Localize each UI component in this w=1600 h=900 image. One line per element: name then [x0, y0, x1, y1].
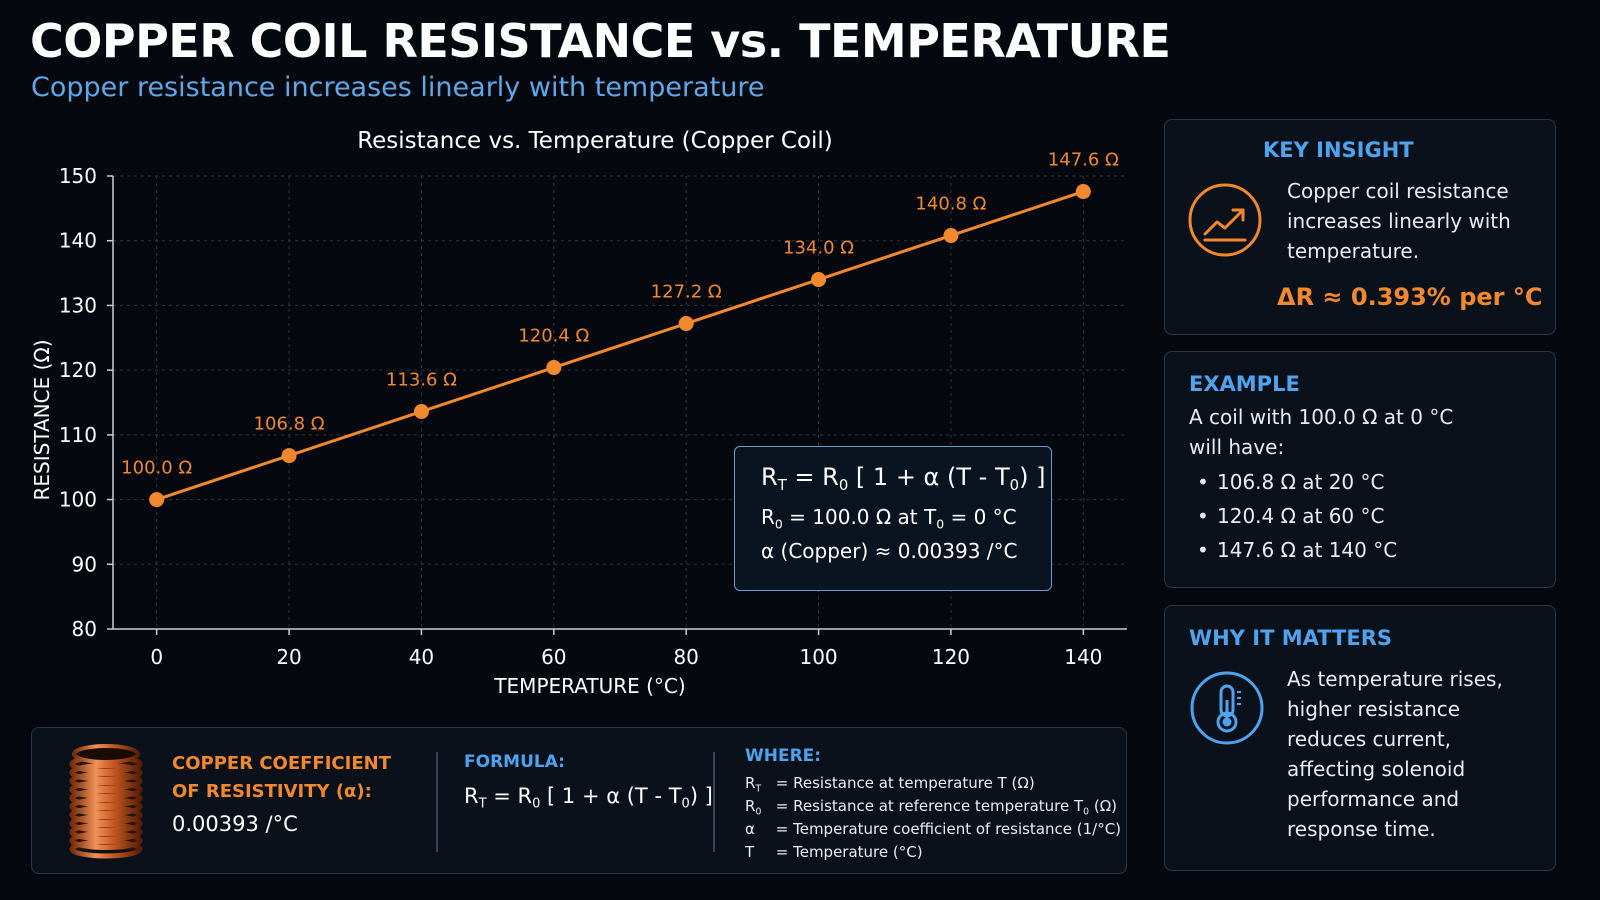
data-label: 127.2 Ω [651, 282, 722, 303]
data-point [546, 360, 562, 376]
y-tick-label: 80 [72, 617, 97, 641]
where-row: R0 = Resistance at reference temperature… [745, 797, 1118, 818]
formula-main: RT = R0 [ 1 + α (T - T0) ] [761, 463, 1046, 495]
data-label: 147.6 Ω [1048, 150, 1119, 171]
x-tick-label: 120 [932, 645, 970, 669]
data-point [943, 228, 959, 244]
example-item: • 120.4 Ω at 60 °C [1197, 504, 1385, 528]
example-intro: A coil with 100.0 Ω at 0 °C will have: [1189, 405, 1454, 459]
why-it-matters-heading: WHY IT MATTERS [1189, 626, 1392, 650]
key-insight-highlight: ΔR ≈ 0.393% per °C [1277, 283, 1543, 311]
data-label: 134.0 Ω [783, 238, 854, 259]
example-card: EXAMPLE A coil with 100.0 Ω at 0 °C will… [1164, 351, 1556, 588]
where-row: RT = Resistance at temperature T (Ω) [745, 774, 1035, 795]
formula-alpha: α (Copper) ≈ 0.00393 /°C [761, 539, 1018, 563]
x-tick-label: 60 [541, 645, 566, 669]
x-tick-label: 140 [1064, 645, 1102, 669]
x-tick-label: 0 [150, 645, 163, 669]
x-tick-label: 40 [409, 645, 434, 669]
key-insight-heading: KEY INSIGHT [1263, 138, 1414, 162]
data-label: 120.4 Ω [518, 326, 589, 347]
coefficient-heading: COPPER COEFFICIENT OF RESISTIVITY (α): [172, 753, 391, 802]
data-point [678, 316, 694, 332]
coefficient-value: 0.00393 /°C [172, 812, 298, 836]
y-tick-label: 150 [59, 164, 97, 188]
where-row: T = Temperature (°C) [745, 843, 923, 861]
data-label: 106.8 Ω [254, 414, 325, 435]
bottom-panel: COPPER COEFFICIENT OF RESISTIVITY (α): 0… [31, 727, 1127, 874]
copper-coil-icon [69, 744, 143, 859]
y-tick-label: 120 [59, 358, 97, 382]
trend-up-icon [1188, 183, 1262, 257]
why-it-matters-card: WHY IT MATTERS As temperature rises, hig… [1164, 605, 1556, 871]
data-label: 100.0 Ω [121, 458, 192, 479]
y-tick-label: 90 [72, 552, 97, 576]
y-axis-label: RESISTANCE (Ω) [30, 340, 54, 501]
key-insight-text: Copper coil resistance increases linearl… [1287, 179, 1511, 263]
data-label: 113.6 Ω [386, 370, 457, 391]
data-label: 140.8 Ω [915, 194, 986, 215]
y-tick-label: 140 [59, 229, 97, 253]
example-item: • 106.8 Ω at 20 °C [1197, 470, 1385, 494]
bullet-icon: • [1197, 470, 1209, 494]
key-insight-card: KEY INSIGHT Copper coil resistance incre… [1164, 119, 1556, 335]
bullet-icon: • [1197, 538, 1209, 562]
data-point [281, 448, 297, 464]
divider [436, 752, 438, 852]
y-tick-label: 100 [59, 488, 97, 512]
series-line [156, 190, 1084, 501]
formula-heading: FORMULA: [464, 752, 565, 772]
divider [713, 752, 715, 852]
x-tick-label: 20 [276, 645, 301, 669]
data-point [811, 272, 827, 288]
x-tick-label: 80 [673, 645, 698, 669]
x-tick-label: 100 [799, 645, 837, 669]
y-tick-label: 110 [59, 423, 97, 447]
data-point [413, 404, 429, 420]
example-list: • 106.8 Ω at 20 °C • 120.4 Ω at 60 °C • 147.6… [1197, 470, 1397, 572]
formula-reference: R0 = 100.0 Ω at T0 = 0 °C [761, 505, 1017, 532]
formula-text: RT = R0 [ 1 + α (T - T0) ] [464, 784, 713, 812]
thermometer-icon [1190, 671, 1264, 745]
why-it-matters-text: As temperature rises, higher resistance … [1287, 667, 1503, 841]
formula-box: RT = R0 [ 1 + α (T - T0) ] R0 = 100.0 Ω … [734, 446, 1052, 591]
data-point [1075, 184, 1091, 200]
resistance-temperature-chart: Resistance vs. Temperature (Copper Coil)… [30, 128, 1127, 698]
y-tick-label: 130 [59, 293, 97, 317]
data-point [149, 492, 165, 508]
x-axis-label: TEMPERATURE (°C) [493, 674, 685, 698]
where-heading: WHERE: [745, 746, 822, 766]
where-row: α = Temperature coefficient of resistanc… [745, 820, 1122, 838]
page-title: COPPER COIL RESISTANCE vs. TEMPERATURE [30, 14, 1171, 68]
page-subtitle: Copper resistance increases linearly wit… [31, 72, 765, 103]
bullet-icon: • [1197, 504, 1209, 528]
example-item: • 147.6 Ω at 140 °C [1197, 538, 1398, 562]
chart-title: Resistance vs. Temperature (Copper Coil) [357, 128, 833, 154]
example-heading: EXAMPLE [1189, 372, 1300, 396]
